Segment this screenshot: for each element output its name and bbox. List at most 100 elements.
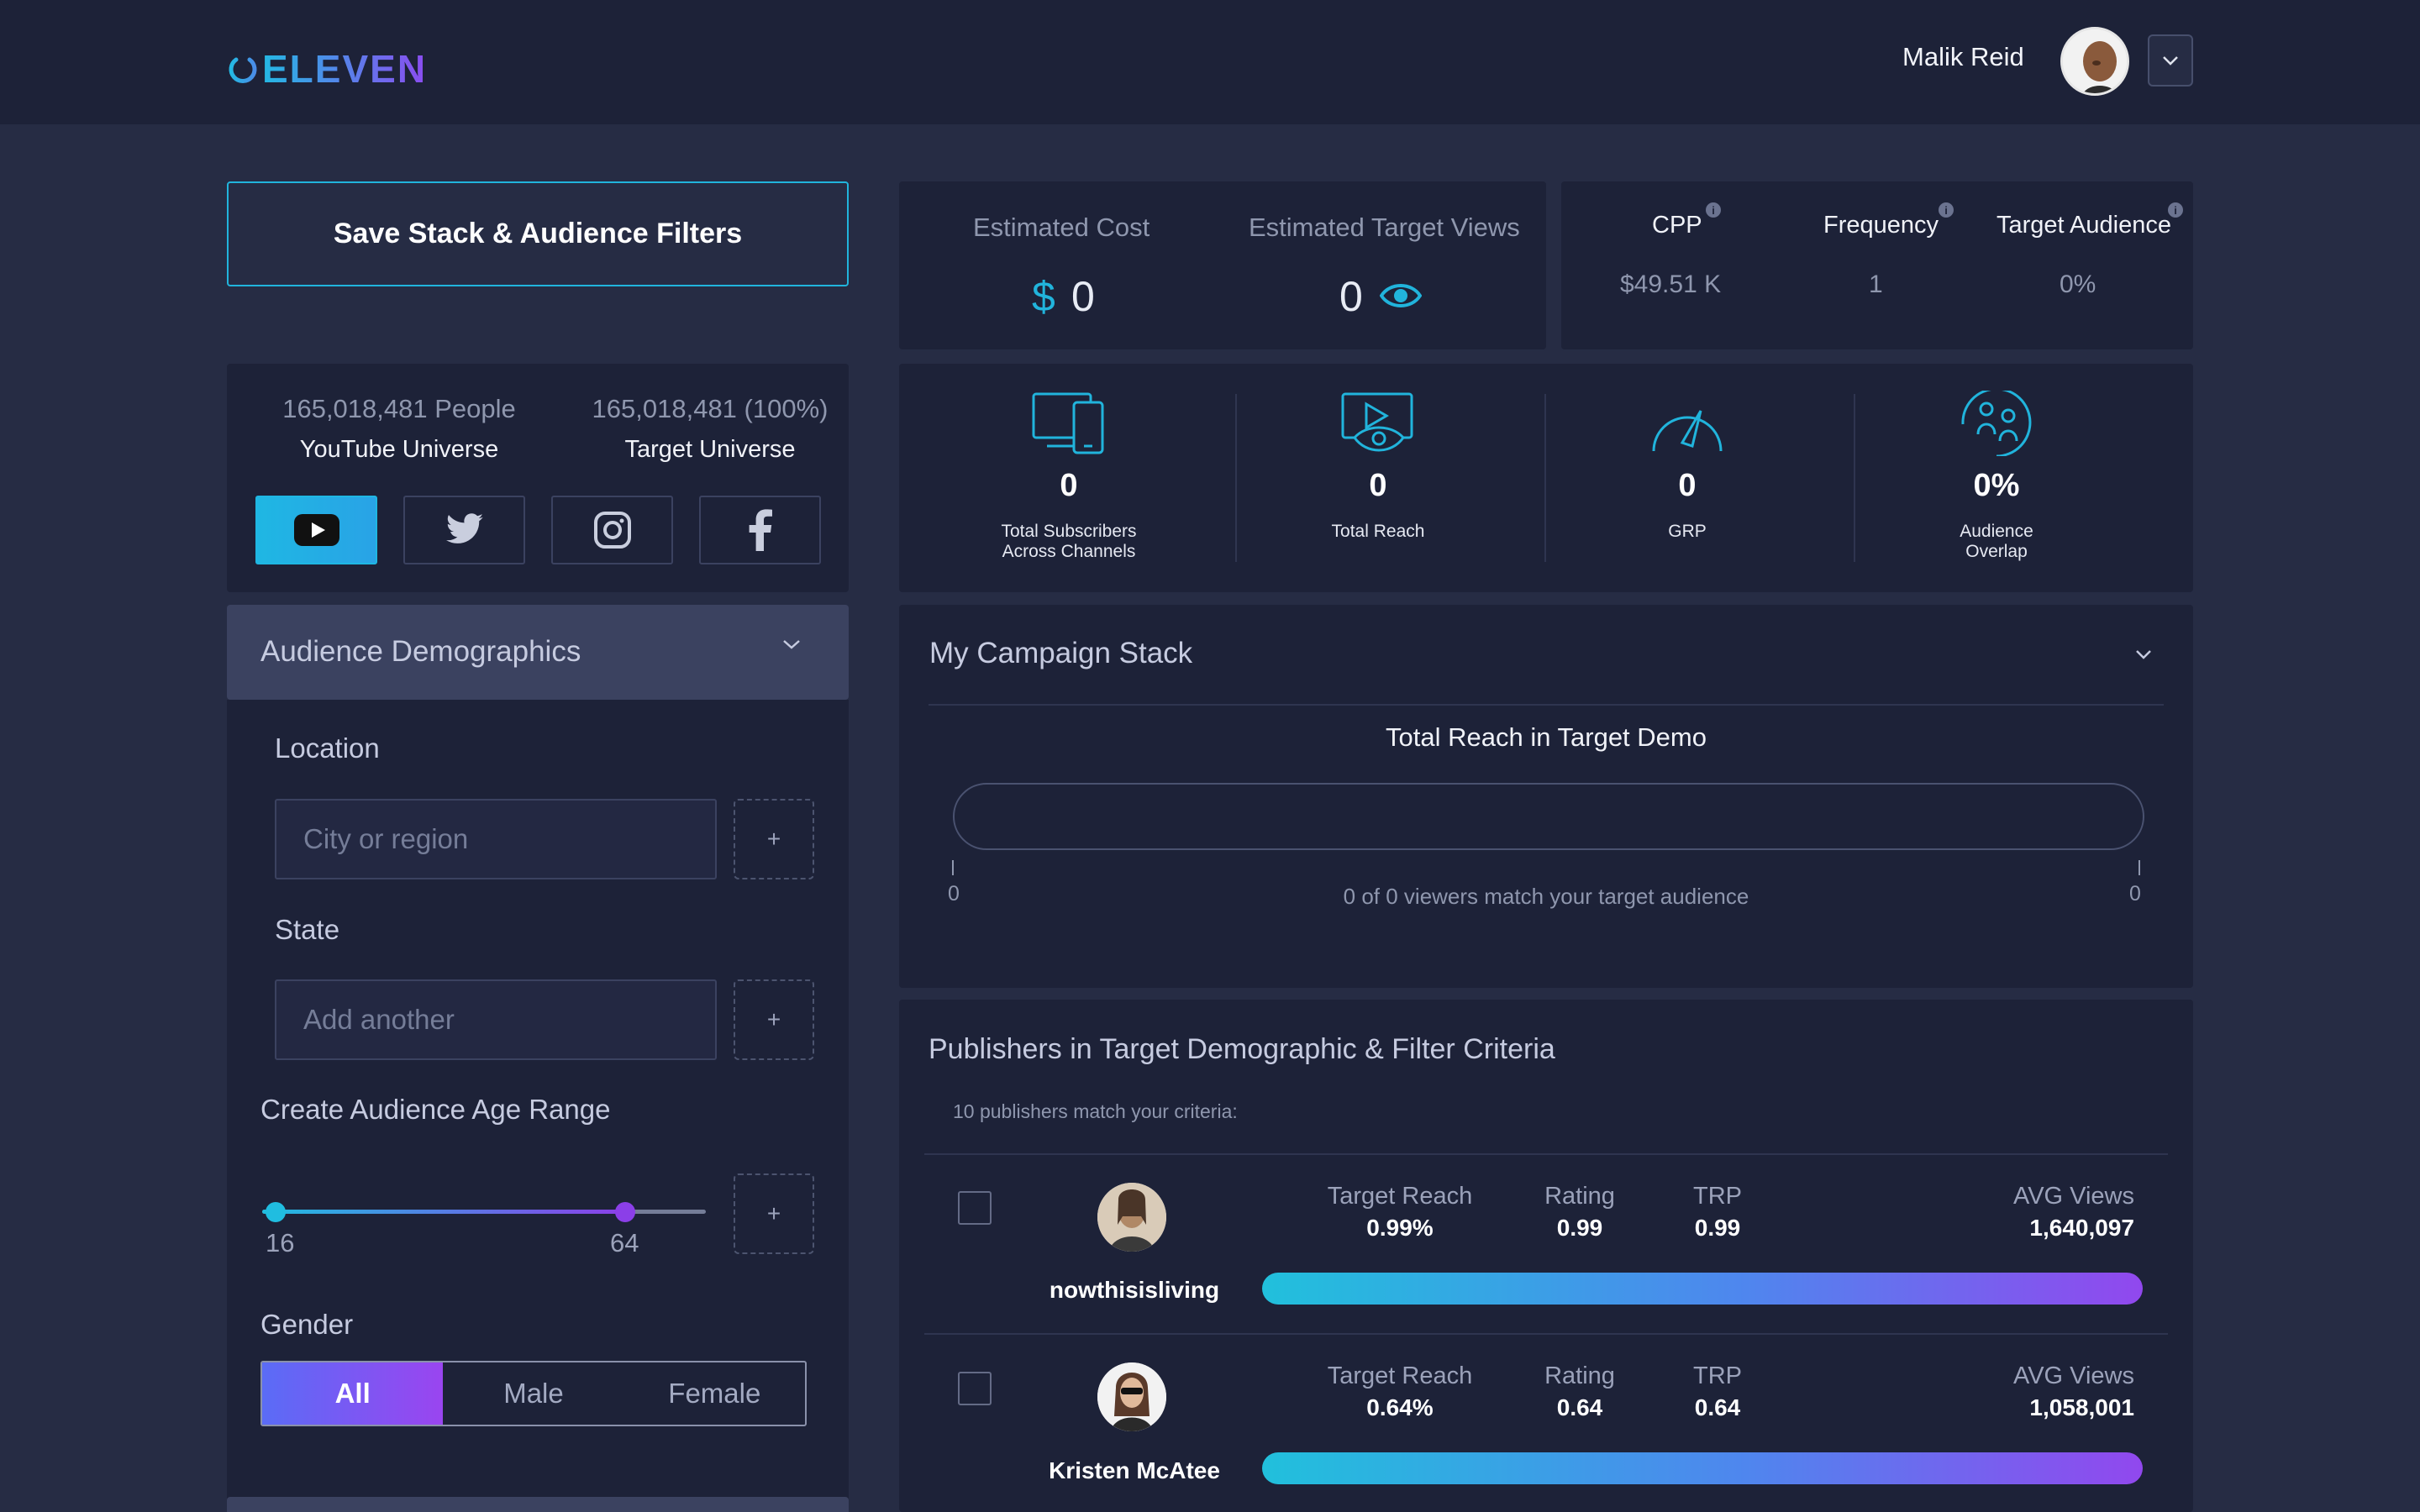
- frequency-value: 1: [1869, 270, 1883, 298]
- target-universe-count: 165,018,481 (100%): [592, 394, 829, 423]
- youtube-universe-label: YouTube Universe: [299, 436, 499, 463]
- metric-value: 0%: [1973, 468, 2020, 503]
- age-range-fill: [262, 1210, 625, 1214]
- publisher-avatar: [1097, 1362, 1166, 1431]
- gender-option-all[interactable]: All: [262, 1362, 444, 1425]
- rating-label: Rating: [1544, 1183, 1615, 1210]
- publisher-checkbox[interactable]: [958, 1191, 992, 1225]
- info-icon[interactable]: i: [1939, 202, 1954, 218]
- target-audience-value: 0%: [2060, 270, 2096, 298]
- next-filter-section[interactable]: [227, 1497, 849, 1512]
- gender-option-female[interactable]: Female: [668, 1378, 761, 1409]
- platform-youtube-button[interactable]: [255, 496, 377, 564]
- estimated-views-label: Estimated Target Views: [1249, 213, 1520, 242]
- divider: [924, 1333, 2168, 1335]
- app-logo[interactable]: ELEVEN: [227, 46, 427, 92]
- metric-total-reach: 0 Total Reach: [1223, 364, 1533, 592]
- audience-demographics-title: Audience Demographics: [260, 635, 581, 668]
- platform-instagram-button[interactable]: [551, 496, 673, 564]
- chevron-down-icon: [783, 640, 800, 649]
- campaign-stack-title: My Campaign Stack: [929, 637, 1193, 669]
- avg-views-label: AVG Views: [2013, 1183, 2134, 1210]
- target-reach-label: Target Reach: [1327, 1183, 1473, 1210]
- youtube-universe: 165,018,481 People YouTube Universe: [260, 394, 538, 464]
- avg-views-value: 1,058,001: [2029, 1394, 2134, 1420]
- twitter-icon: [445, 513, 483, 543]
- state-label: State: [275, 914, 340, 945]
- publisher-name[interactable]: nowthisisliving: [1049, 1277, 1220, 1303]
- metric-label: Total Reach: [1331, 522, 1425, 541]
- universe-panel: 165,018,481 People YouTube Universe 165,…: [227, 364, 849, 592]
- user-menu-button[interactable]: [2148, 34, 2193, 87]
- age-max-handle[interactable]: [615, 1202, 635, 1222]
- target-reach-label: Target Reach: [1327, 1362, 1473, 1389]
- chevron-down-icon: [2163, 56, 2178, 66]
- frequency-label: Frequency: [1823, 212, 1939, 239]
- info-icon[interactable]: i: [2168, 202, 2183, 218]
- location-input[interactable]: City or region: [275, 799, 717, 879]
- youtube-universe-count: 165,018,481 People: [282, 394, 516, 423]
- location-label: Location: [275, 732, 380, 764]
- audience-demographics-header[interactable]: Audience Demographics: [227, 605, 849, 700]
- add-location-button[interactable]: +: [734, 799, 814, 879]
- metric-audience-overlap: 0% Audience Overlap: [1842, 364, 2151, 592]
- trp-value: 0.99: [1694, 1215, 1741, 1241]
- publisher-reach-bar: [1262, 1452, 2143, 1484]
- estimated-cost-value: 0: [1071, 273, 1095, 320]
- divider: [1235, 394, 1237, 562]
- gender-label: Gender: [260, 1309, 354, 1340]
- publishers-panel: Publishers in Target Demographic & Filte…: [899, 1000, 2193, 1512]
- publisher-name[interactable]: Kristen McAtee: [1049, 1457, 1220, 1483]
- age-range-slider[interactable]: [262, 1202, 706, 1222]
- save-filters-button[interactable]: Save Stack & Audience Filters: [227, 181, 849, 286]
- tick-max: [2139, 860, 2140, 875]
- metric-value: 0: [1060, 468, 1078, 503]
- publishers-count: 10 publishers match your criteria:: [953, 1100, 1238, 1122]
- logo-text: ELEVEN: [262, 47, 428, 91]
- avg-views-value: 1,640,097: [2029, 1215, 2134, 1241]
- metric-value: 0: [1369, 468, 1387, 503]
- gender-segmented-control[interactable]: All Male Female: [260, 1361, 807, 1426]
- cpp-panel: [1561, 181, 2193, 349]
- age-min-handle[interactable]: [266, 1202, 286, 1222]
- divider: [929, 704, 2164, 706]
- age-min-value: 16: [266, 1228, 295, 1257]
- tick-min: [952, 860, 954, 875]
- reach-progress-bar: [953, 783, 2144, 850]
- gender-option-male[interactable]: Male: [503, 1378, 564, 1409]
- chevron-down-icon[interactable]: [2134, 648, 2153, 660]
- reach-max-label: 0: [2129, 882, 2141, 906]
- target-reach-value: 0.64%: [1366, 1394, 1434, 1420]
- info-icon[interactable]: i: [1706, 202, 1721, 218]
- cpp-label: CPP: [1652, 212, 1702, 239]
- instagram-icon: [593, 512, 631, 549]
- user-avatar[interactable]: [2060, 27, 2129, 96]
- reach-min-label: 0: [948, 882, 960, 906]
- estimate-panel: [899, 181, 1546, 349]
- platform-facebook-button[interactable]: [699, 496, 821, 564]
- divider: [924, 1153, 2168, 1155]
- trp-label: TRP: [1693, 1183, 1742, 1210]
- add-state-button[interactable]: +: [734, 979, 814, 1060]
- gauge-icon: [1652, 410, 1723, 452]
- rating-value: 0.64: [1556, 1394, 1603, 1420]
- metric-label: Total Subscribers Across Channels: [1001, 522, 1137, 561]
- publisher-checkbox[interactable]: [958, 1372, 992, 1405]
- rating-label: Rating: [1544, 1362, 1615, 1389]
- age-range-label: Create Audience Age Range: [260, 1094, 611, 1125]
- rating-value: 0.99: [1556, 1215, 1603, 1241]
- add-age-range-button[interactable]: +: [734, 1173, 814, 1254]
- target-audience-label: Target Audience: [1996, 212, 2171, 239]
- trp-label: TRP: [1693, 1362, 1742, 1389]
- state-input[interactable]: Add another: [275, 979, 717, 1060]
- screen-eye-icon: [1341, 392, 1413, 452]
- platform-twitter-button[interactable]: [403, 496, 525, 564]
- power-icon: [229, 52, 257, 83]
- publisher-avatar: [1097, 1183, 1166, 1252]
- metric-grp: 0 GRP: [1533, 364, 1842, 592]
- estimated-cost-label: Estimated Cost: [973, 213, 1150, 242]
- metric-label: Audience Overlap: [1960, 522, 2033, 561]
- user-name[interactable]: Malik Reid: [1902, 42, 2024, 71]
- eye-icon: [1380, 284, 1422, 307]
- metrics-panel: 0 Total Subscribers Across Channels 0 Tot…: [899, 364, 2193, 592]
